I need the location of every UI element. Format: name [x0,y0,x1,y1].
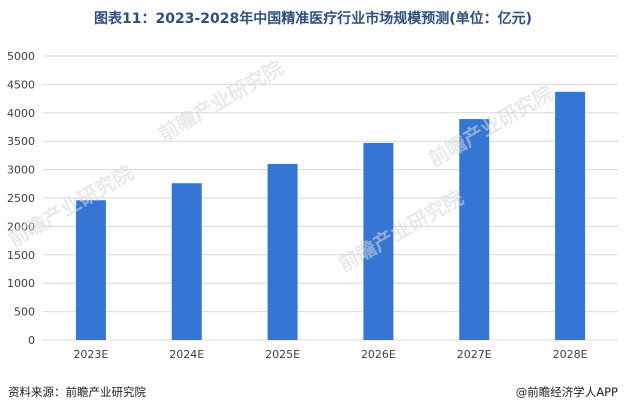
x-tick-label: 2023E [73,348,108,361]
y-axis-ticks: 0 500 1000 1500 2000 2500 3000 3500 4000 4500 5000 [7,50,35,347]
brand-credit: @前瞻经济学人APP [515,385,618,399]
x-tick-label: 2025E [265,348,300,361]
bar [171,183,202,340]
y-tick-label: 4000 [7,107,35,120]
y-tick-label: 1000 [7,277,35,290]
y-tick-label: 500 [14,306,35,319]
bar [363,142,394,340]
x-tick-label: 2028E [553,348,588,361]
y-tick-label: 2000 [7,220,35,233]
y-tick-label: 3500 [7,135,35,148]
y-tick-label: 1500 [7,249,35,262]
bar [75,200,106,340]
y-tick-label: 5000 [7,50,35,63]
x-tick-label: 2024E [169,348,204,361]
gridlines [43,55,618,341]
chart-title: 图表11：2023-2028年中国精准医疗行业市场规模预测(单位：亿元) [93,11,533,27]
source-note: 资料来源：前瞻产业研究院 [8,385,146,399]
bar [555,91,586,340]
bar [459,119,490,340]
y-tick-label: 3000 [7,164,35,177]
bars [75,91,586,340]
x-axis-ticks: 2023E 2024E 2025E 2026E 2027E 2028E [73,348,587,361]
y-tick-label: 4500 [7,78,35,91]
x-tick-label: 2026E [361,348,396,361]
y-tick-label: 2500 [7,192,35,205]
bar [267,163,298,340]
y-tick-label: 0 [28,334,35,347]
x-tick-label: 2027E [457,348,492,361]
